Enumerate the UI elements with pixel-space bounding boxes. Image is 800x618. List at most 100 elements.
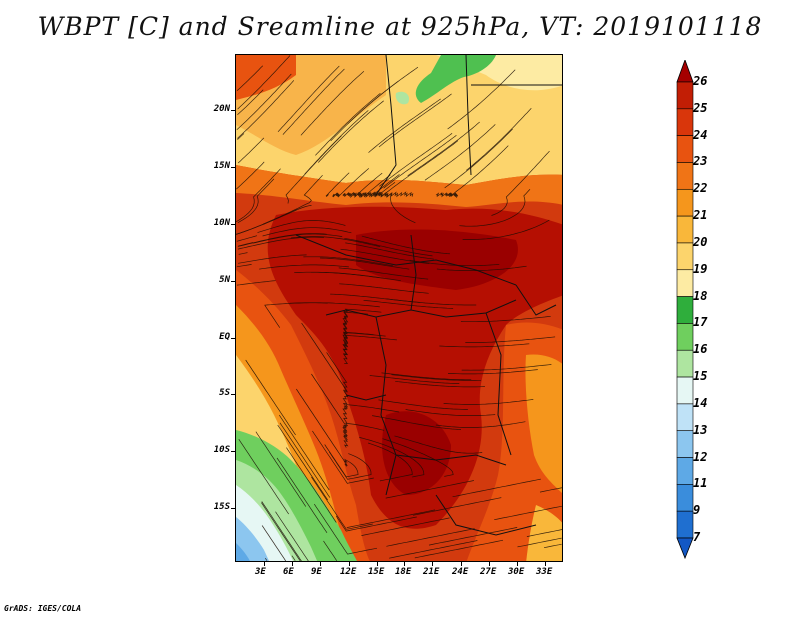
- lon-tick-mark: [320, 562, 321, 566]
- lat-tick-label: 10N: [213, 218, 230, 228]
- streamline: [363, 299, 454, 309]
- streamline: [259, 264, 349, 270]
- streamline: [264, 302, 328, 328]
- streamline: [255, 431, 307, 507]
- lat-tick-mark: [231, 281, 236, 282]
- streamline: [323, 540, 338, 561]
- lon-tick-mark: [264, 562, 265, 566]
- streamline: [279, 422, 331, 498]
- streamline: [407, 121, 480, 177]
- streamline: [237, 55, 291, 110]
- streamline: [291, 236, 381, 247]
- colorbar-swatch: [676, 242, 694, 271]
- lon-tick-mark: [489, 562, 490, 566]
- field-green-spot: [395, 91, 410, 105]
- streamline: [424, 124, 496, 181]
- streamline: [342, 332, 386, 360]
- lon-tick-mark: [461, 562, 462, 566]
- colorbar-value-label: 12: [693, 449, 708, 464]
- streamline: [236, 264, 252, 268]
- colorbar-swatch: [676, 188, 694, 217]
- colorbar-value-label: 13: [693, 422, 708, 437]
- field-green-north: [415, 55, 496, 103]
- field-core-dark-south: [382, 411, 451, 495]
- lon-tick-label: 6E: [283, 567, 294, 577]
- lon-tick-label: 27E: [480, 567, 497, 577]
- colorbar-value-label: 23: [693, 154, 708, 169]
- streamline: [447, 145, 509, 197]
- streamline: [312, 430, 374, 484]
- colorbar-value-label: 11: [693, 476, 708, 491]
- field-sw-deepblue: [236, 543, 250, 561]
- streamline: [452, 478, 541, 498]
- colorbar-value-label: 26: [693, 74, 708, 88]
- streamline: [444, 128, 513, 189]
- lon-tick-mark: [404, 562, 405, 566]
- streamline: [361, 517, 450, 536]
- streamline: [276, 457, 328, 533]
- streamline: [459, 189, 531, 227]
- streamline: [237, 233, 327, 247]
- colorbar-value-label: 18: [693, 288, 708, 303]
- streamline: [348, 174, 391, 199]
- streamline: [435, 421, 526, 428]
- colorbar-swatch: [676, 215, 694, 244]
- streamline: [324, 444, 359, 478]
- colorbar-swatch: [676, 108, 694, 136]
- streamline: [378, 93, 452, 148]
- colorbar-swatch: [676, 162, 694, 190]
- lon-tick-mark: [545, 562, 546, 566]
- streamline: [526, 529, 562, 537]
- colorbar-swatch: [676, 81, 694, 110]
- streamline: [237, 80, 295, 139]
- colorbar-swatch: [676, 376, 694, 405]
- lon-tick-label: 15E: [368, 567, 385, 577]
- streamline: [236, 65, 264, 92]
- field-nw-corner: [236, 55, 296, 100]
- streamline: [253, 233, 343, 244]
- streamline: [261, 501, 302, 561]
- lon-tick-mark: [432, 562, 433, 566]
- streamline: [342, 404, 400, 424]
- lat-tick-mark: [231, 394, 236, 395]
- streamline: [335, 515, 417, 532]
- streamline: [277, 424, 328, 501]
- streamline: [332, 168, 370, 198]
- colorbar-value-label: 20: [693, 234, 708, 249]
- streamline: [461, 364, 552, 371]
- streamline: [342, 308, 382, 339]
- field-sw-blue: [236, 517, 270, 561]
- streamline: [291, 555, 296, 561]
- streamline: [385, 480, 474, 499]
- colorbar-value-label: 21: [693, 208, 708, 223]
- streamlines-layer: [236, 55, 562, 561]
- colorbar-top-arrow: [676, 60, 694, 83]
- lon-tick-label: 9E: [311, 567, 322, 577]
- lat-tick-label: 5N: [219, 275, 230, 285]
- streamline: [379, 133, 453, 187]
- streamline: [236, 161, 265, 190]
- lat-tick-mark: [231, 224, 236, 225]
- colorbar-swatch: [676, 135, 694, 163]
- streamline: [261, 502, 301, 561]
- streamline: [460, 315, 551, 323]
- colorbar-swatch: [676, 403, 694, 432]
- streamline: [378, 191, 414, 198]
- streamline: [282, 68, 345, 135]
- streamline: [245, 359, 296, 436]
- lat-tick-label: 20N: [213, 104, 230, 114]
- streamline: [367, 442, 413, 482]
- streamline: [386, 528, 475, 547]
- lon-tick-mark: [377, 562, 378, 566]
- streamline: [372, 415, 462, 430]
- lat-tick-mark: [231, 338, 236, 339]
- streamline: [339, 283, 429, 294]
- streamline: [311, 476, 373, 530]
- colorbar-swatch: [676, 510, 694, 539]
- streamline: [330, 81, 399, 142]
- lat-tick-mark: [231, 451, 236, 452]
- streamline: [236, 235, 258, 242]
- colorbar-swatch: [676, 349, 694, 378]
- streamline: [296, 388, 347, 465]
- streamline: [257, 220, 346, 233]
